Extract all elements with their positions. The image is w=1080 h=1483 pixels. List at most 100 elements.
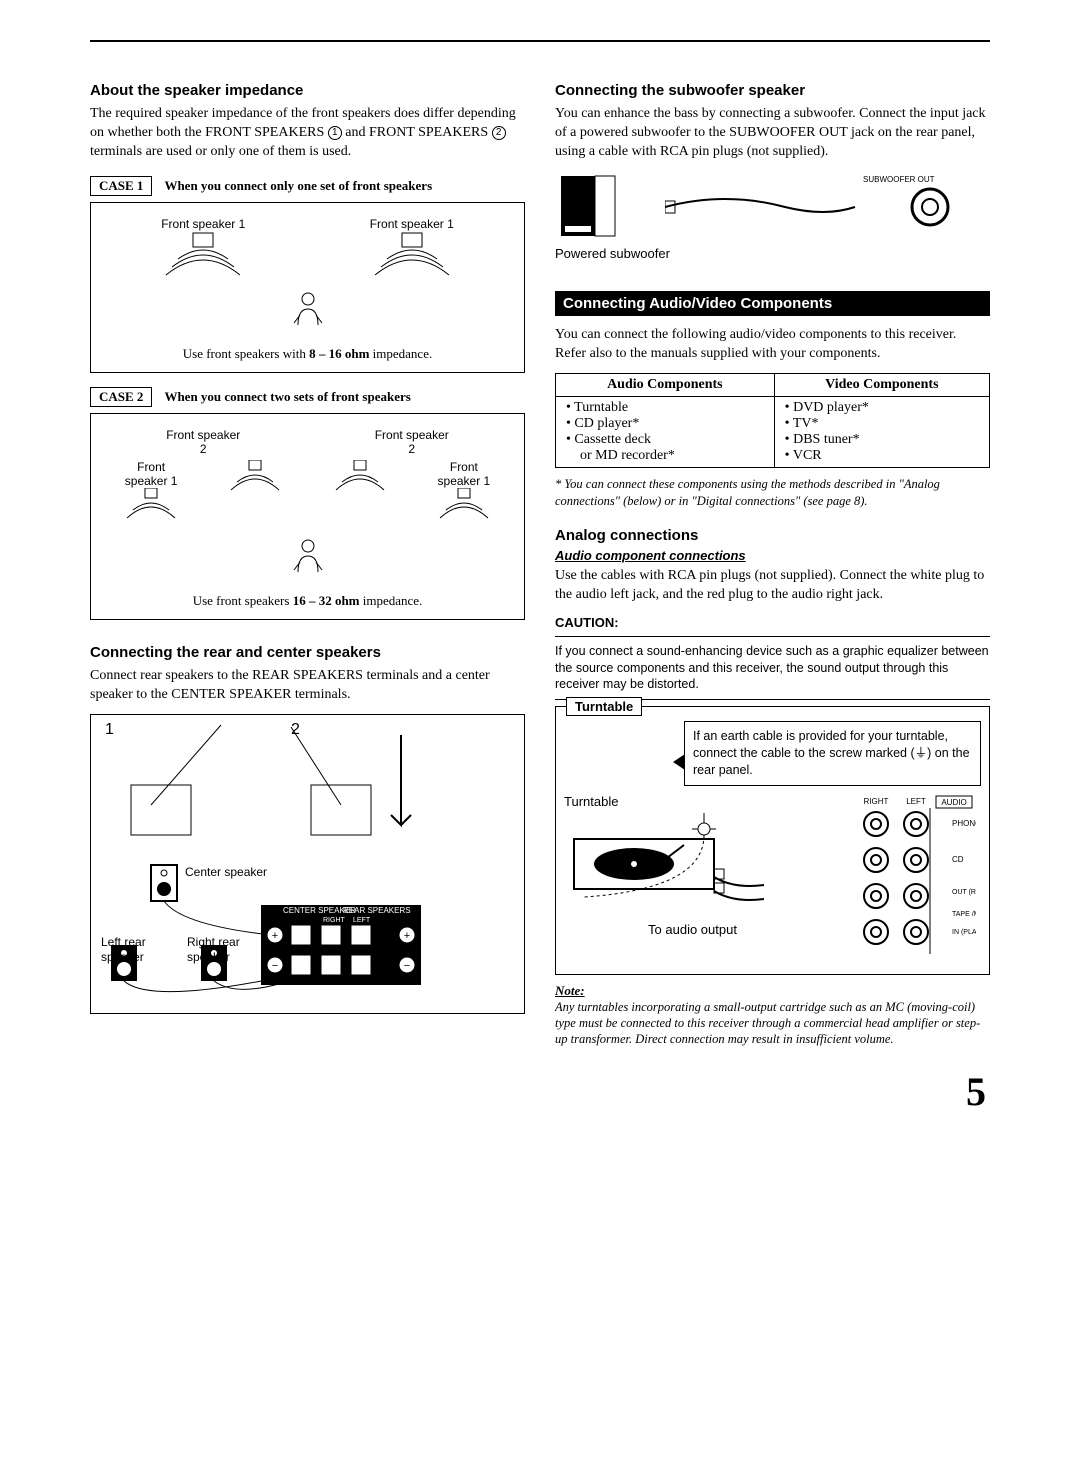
li: CD player*	[566, 416, 764, 432]
heading-impedance: About the speaker impedance	[90, 82, 525, 99]
text: Use front speakers	[193, 593, 293, 608]
text: impedance.	[369, 346, 432, 361]
listener-icon	[288, 289, 328, 329]
th-audio: Audio Components	[556, 374, 775, 397]
turntable-label: Turntable	[566, 697, 642, 716]
li: DVD player*	[785, 400, 979, 416]
case1-caption: Use front speakers with 8 – 16 ohm imped…	[99, 346, 516, 362]
svg-text:+: +	[404, 930, 410, 942]
speaker-waves-icon	[434, 488, 494, 528]
case1-desc: When you connect only one set of front s…	[164, 178, 432, 194]
svg-text:+: +	[272, 930, 278, 942]
svg-text:RIGHT: RIGHT	[864, 797, 889, 806]
text-bold: 16 – 32 ohm	[293, 593, 360, 608]
rear-center-body: Connect rear speakers to the REAR SPEAKE…	[90, 667, 525, 705]
heading-subwoofer: Connecting the subwoofer speaker	[555, 82, 990, 99]
svg-text:IN (PLAY): IN (PLAY)	[952, 929, 976, 936]
left-column: About the speaker impedance The required…	[90, 82, 525, 1048]
caution-body: If you connect a sound-enhancing device …	[555, 643, 990, 694]
case1-spk-left-label: Front speaker 1	[143, 217, 263, 231]
circled-2: 2	[492, 126, 506, 140]
case2-spk-outer-label: Front speaker 1	[429, 460, 499, 488]
note-body: Any turntables incorporating a small-out…	[555, 999, 990, 1048]
heading-analog: Analog connections	[555, 527, 990, 544]
td-audio: Turntable CD player* Cassette deck or MD…	[556, 397, 775, 468]
av-table: Audio Components Video Components Turnta…	[555, 373, 990, 468]
td-video: DVD player* TV* DBS tuner* VCR	[774, 397, 989, 468]
turntable-to: To audio output	[564, 922, 821, 937]
case2-label: CASE 2	[90, 387, 152, 407]
li: Cassette deck	[566, 432, 764, 448]
rca-panel-icon: RIGHT LEFT AUDIO	[836, 794, 976, 964]
panel-left-label: LEFT	[353, 917, 370, 924]
case2-row: CASE 2 When you connect two sets of fron…	[90, 387, 525, 407]
panel-right-label: RIGHT	[323, 917, 345, 924]
speaker-waves-icon	[121, 488, 181, 528]
case2-spk-outer-label: Front speaker 1	[116, 460, 186, 488]
th-video: Video Components	[774, 374, 989, 397]
svg-text:PHONO: PHONO	[952, 819, 976, 828]
speaker-waves-icon	[158, 231, 248, 281]
heading-rear-center: Connecting the rear and center speakers	[90, 644, 525, 661]
case2-spk-inner-label: Front speaker 2	[372, 428, 452, 456]
text: and FRONT SPEAKERS	[342, 125, 492, 140]
top-rule	[90, 40, 990, 42]
li: or MD recorder*	[566, 448, 764, 464]
turntable-icon	[564, 809, 764, 919]
center-speaker-label: Center speaker	[185, 865, 267, 879]
text: impedance.	[360, 593, 423, 608]
case1-spk-right-label: Front speaker 1	[352, 217, 472, 231]
subwoofer-body: You can enhance the bass by connecting a…	[555, 105, 990, 162]
subwoofer-jack-label: SUBWOOFER OUT	[863, 176, 935, 184]
terminal-figure: 1 2	[90, 714, 525, 1014]
audio-panel: RIGHT LEFT AUDIO	[831, 794, 981, 966]
svg-text:−: −	[404, 960, 410, 972]
subwoofer-jack-icon	[905, 182, 955, 232]
speaker-waves-icon	[330, 460, 390, 500]
case2-caption: Use front speakers 16 – 32 ohm impedance…	[99, 593, 516, 609]
right-column: Connecting the subwoofer speaker You can…	[555, 82, 990, 1048]
li: DBS tuner*	[785, 432, 979, 448]
case2-desc: When you connect two sets of front speak…	[164, 389, 410, 405]
cable-icon	[665, 187, 865, 227]
case2-spk-inner-label: Front speaker 2	[163, 428, 243, 456]
turntable-name: Turntable	[564, 794, 821, 809]
right-rear-label: Right rear speaker	[187, 935, 247, 964]
text: terminals are used or only one of them i…	[90, 144, 351, 159]
subwoofer-caption: Powered subwoofer	[555, 246, 990, 261]
svg-text:AUDIO: AUDIO	[941, 798, 966, 807]
turntable-note: If an earth cable is provided for your t…	[684, 721, 981, 786]
caution-label: CAUTION:	[555, 615, 990, 630]
speaker-waves-icon	[367, 231, 457, 281]
left-rear-label: Left rear speaker	[101, 935, 161, 964]
wire-insert-icon: + − + −	[91, 715, 524, 1013]
case2-figure: Front speaker 2 Front speaker 2 Front sp…	[90, 413, 525, 620]
svg-text:LEFT: LEFT	[906, 797, 926, 806]
divider	[555, 636, 990, 637]
svg-text:CD: CD	[952, 855, 964, 864]
svg-text:TAPE /MD: TAPE /MD	[952, 911, 976, 918]
case1-label: CASE 1	[90, 176, 152, 196]
page-number: 5	[90, 1068, 990, 1115]
li: TV*	[785, 416, 979, 432]
footnote: * You can connect these components using…	[555, 476, 990, 509]
case1-row: CASE 1 When you connect only one set of …	[90, 176, 525, 196]
circled-1: 1	[328, 126, 342, 140]
li: Turntable	[566, 400, 764, 416]
text-bold: 8 – 16 ohm	[309, 346, 369, 361]
subwoofer-icon	[555, 172, 625, 242]
turntable-figure: Turntable If an earth cable is provided …	[555, 706, 990, 975]
av-body: You can connect the following audio/vide…	[555, 326, 990, 364]
case1-figure: Front speaker 1 Front speaker 1	[90, 202, 525, 373]
li: VCR	[785, 448, 979, 464]
subwoofer-figure: SUBWOOFER OUT	[555, 172, 990, 242]
analog-body: Use the cables with RCA pin plugs (not s…	[555, 567, 990, 605]
svg-text:−: −	[272, 960, 278, 972]
impedance-body: The required speaker impedance of the fr…	[90, 105, 525, 162]
text: Use front speakers with	[183, 346, 309, 361]
note-label: Note:	[555, 983, 990, 999]
heading-av-components: Connecting Audio/Video Components	[555, 291, 990, 316]
listener-icon	[288, 536, 328, 576]
svg-text:OUT (REC): OUT (REC)	[952, 889, 976, 896]
speaker-waves-icon	[225, 460, 285, 500]
